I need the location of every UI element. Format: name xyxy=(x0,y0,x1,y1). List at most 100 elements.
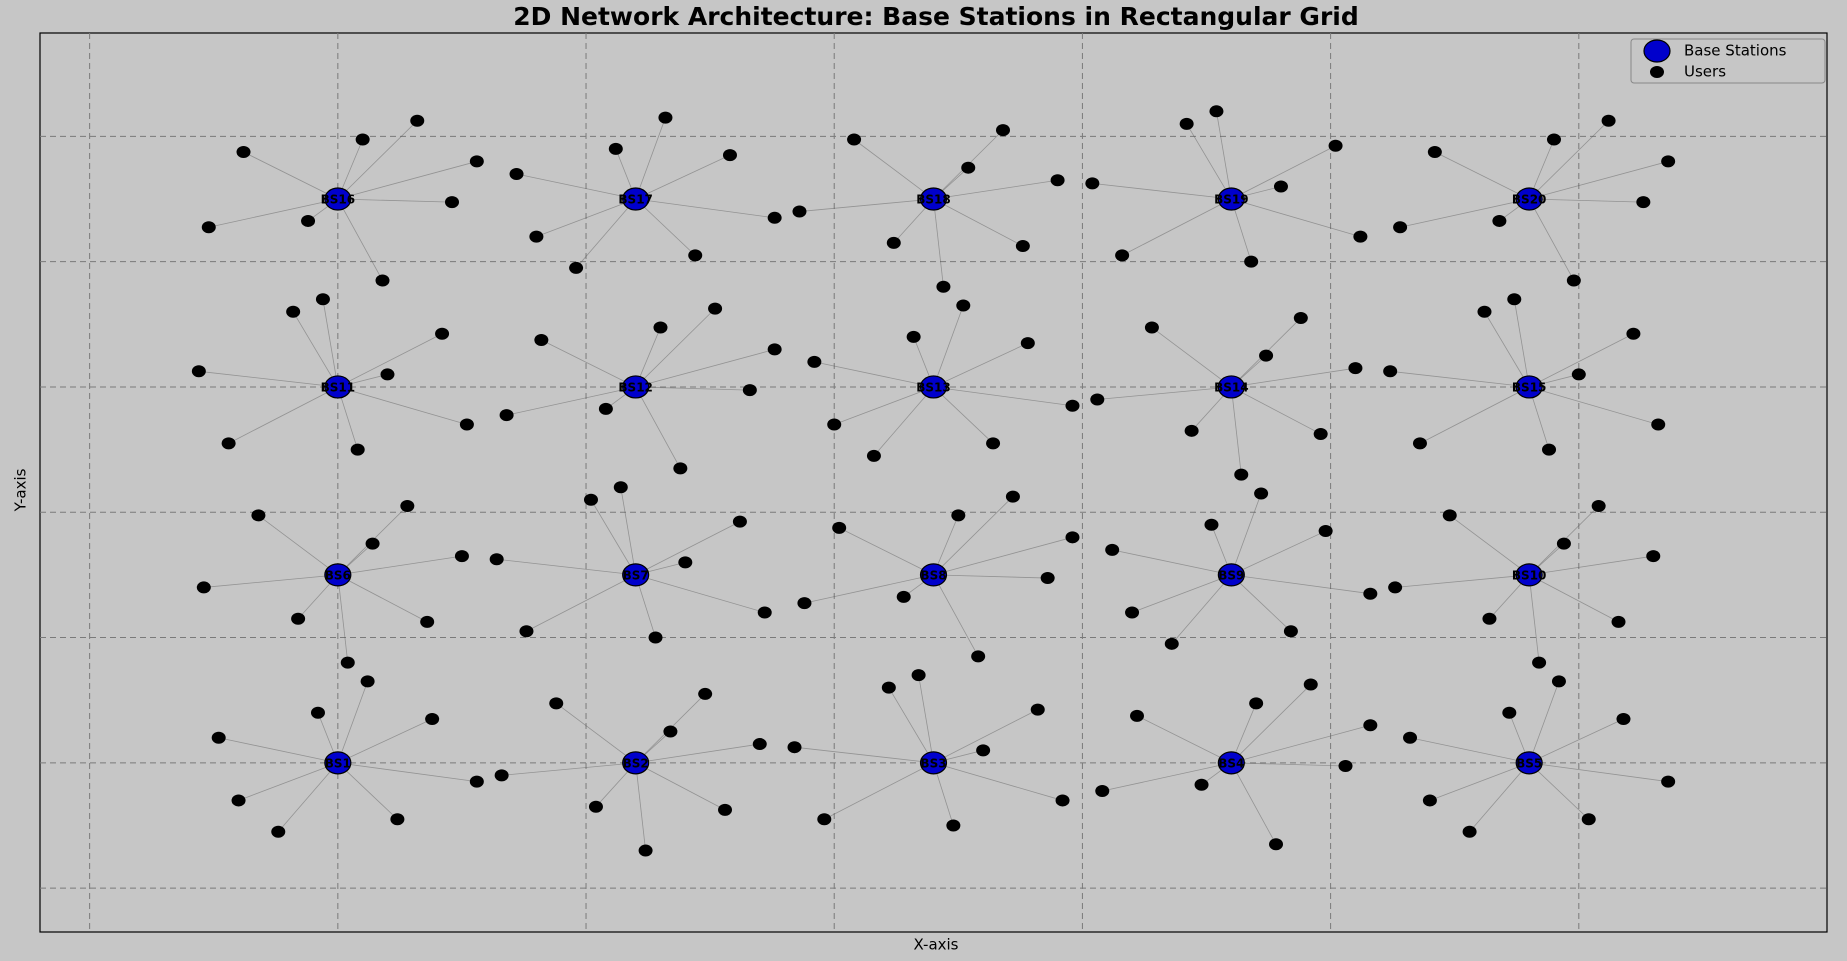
link xyxy=(337,574,428,623)
link xyxy=(1171,574,1232,645)
link xyxy=(933,762,1063,801)
link xyxy=(635,521,741,576)
user-point xyxy=(420,615,435,628)
link xyxy=(933,386,1073,407)
user-point xyxy=(708,302,723,315)
user-point xyxy=(1571,368,1586,381)
user-point xyxy=(1442,509,1457,522)
user-point xyxy=(995,124,1010,137)
link xyxy=(218,737,338,764)
link xyxy=(337,574,349,663)
user-point xyxy=(1353,230,1368,243)
user-point xyxy=(752,738,767,751)
link xyxy=(824,762,934,820)
user-point xyxy=(435,327,450,340)
user-point xyxy=(1254,487,1269,500)
link xyxy=(933,574,979,657)
user-point xyxy=(1085,177,1100,190)
user-point xyxy=(1551,675,1566,688)
link xyxy=(536,198,636,237)
user-point xyxy=(583,493,598,506)
legend-box xyxy=(1630,38,1826,84)
link xyxy=(277,762,339,833)
link xyxy=(1186,123,1232,200)
user-point xyxy=(951,509,966,522)
user-point xyxy=(1462,825,1477,838)
user-point xyxy=(1249,697,1264,710)
station-label: BS9 xyxy=(1218,568,1244,582)
link xyxy=(635,198,775,219)
base-station xyxy=(919,187,948,211)
base-station xyxy=(1217,187,1245,211)
user-point xyxy=(653,321,668,334)
link xyxy=(635,574,765,613)
user-point xyxy=(1661,775,1676,788)
base-station xyxy=(919,375,948,399)
user-point xyxy=(658,111,673,124)
link xyxy=(501,762,636,776)
link xyxy=(635,117,666,200)
station-label: BS14 xyxy=(1214,380,1249,394)
link xyxy=(1419,386,1530,444)
user-point xyxy=(231,794,246,807)
user-point xyxy=(1626,327,1641,340)
user-point xyxy=(390,813,405,826)
user-point xyxy=(1303,678,1318,691)
link xyxy=(1151,327,1232,388)
user-point xyxy=(847,133,862,146)
user-point xyxy=(1313,427,1328,440)
user-point xyxy=(340,656,355,669)
link xyxy=(516,173,636,200)
link xyxy=(814,361,934,388)
user-point xyxy=(1646,550,1661,563)
user-point xyxy=(1040,572,1055,585)
link xyxy=(1136,715,1232,764)
user-point xyxy=(1566,274,1581,287)
user-point xyxy=(489,553,504,566)
user-point xyxy=(1209,105,1224,118)
user-point xyxy=(425,712,440,725)
user-point xyxy=(1492,214,1507,227)
station-label: BS16 xyxy=(321,193,356,207)
link xyxy=(1529,386,1659,425)
station-label: BS12 xyxy=(618,380,653,394)
chart-title: 2D Network Architecture: Base Stations i… xyxy=(513,2,1359,31)
user-point xyxy=(732,515,747,528)
base-station xyxy=(1515,187,1543,211)
user-point xyxy=(1502,706,1517,719)
user-point xyxy=(1338,759,1353,772)
user-point xyxy=(757,606,772,619)
user-point xyxy=(1477,305,1492,318)
station-label: BS4 xyxy=(1218,756,1244,770)
link xyxy=(1216,111,1232,200)
base-station xyxy=(622,751,650,775)
user-point xyxy=(663,725,678,738)
station-label: BS8 xyxy=(920,568,946,582)
link xyxy=(238,762,338,801)
user-point xyxy=(718,803,733,816)
link xyxy=(258,515,339,576)
link xyxy=(933,709,1038,764)
link xyxy=(1400,198,1530,228)
user-point xyxy=(792,205,807,218)
legend: Base Stations Users xyxy=(1630,38,1826,84)
user-point xyxy=(961,161,976,174)
user-point xyxy=(1125,606,1140,619)
base-station xyxy=(324,751,352,775)
link xyxy=(1484,311,1530,388)
user-point xyxy=(1273,180,1288,193)
user-point xyxy=(1293,312,1308,325)
link xyxy=(799,198,934,212)
user-point xyxy=(1591,499,1606,512)
user-point xyxy=(445,196,460,209)
user-point xyxy=(1179,117,1194,130)
link xyxy=(933,305,964,388)
user-point xyxy=(1581,813,1596,826)
link xyxy=(541,339,636,388)
user-point xyxy=(767,211,782,224)
user-point xyxy=(301,214,316,227)
link xyxy=(556,703,636,764)
station-label: BS5 xyxy=(1516,756,1542,770)
base-station xyxy=(622,375,650,399)
